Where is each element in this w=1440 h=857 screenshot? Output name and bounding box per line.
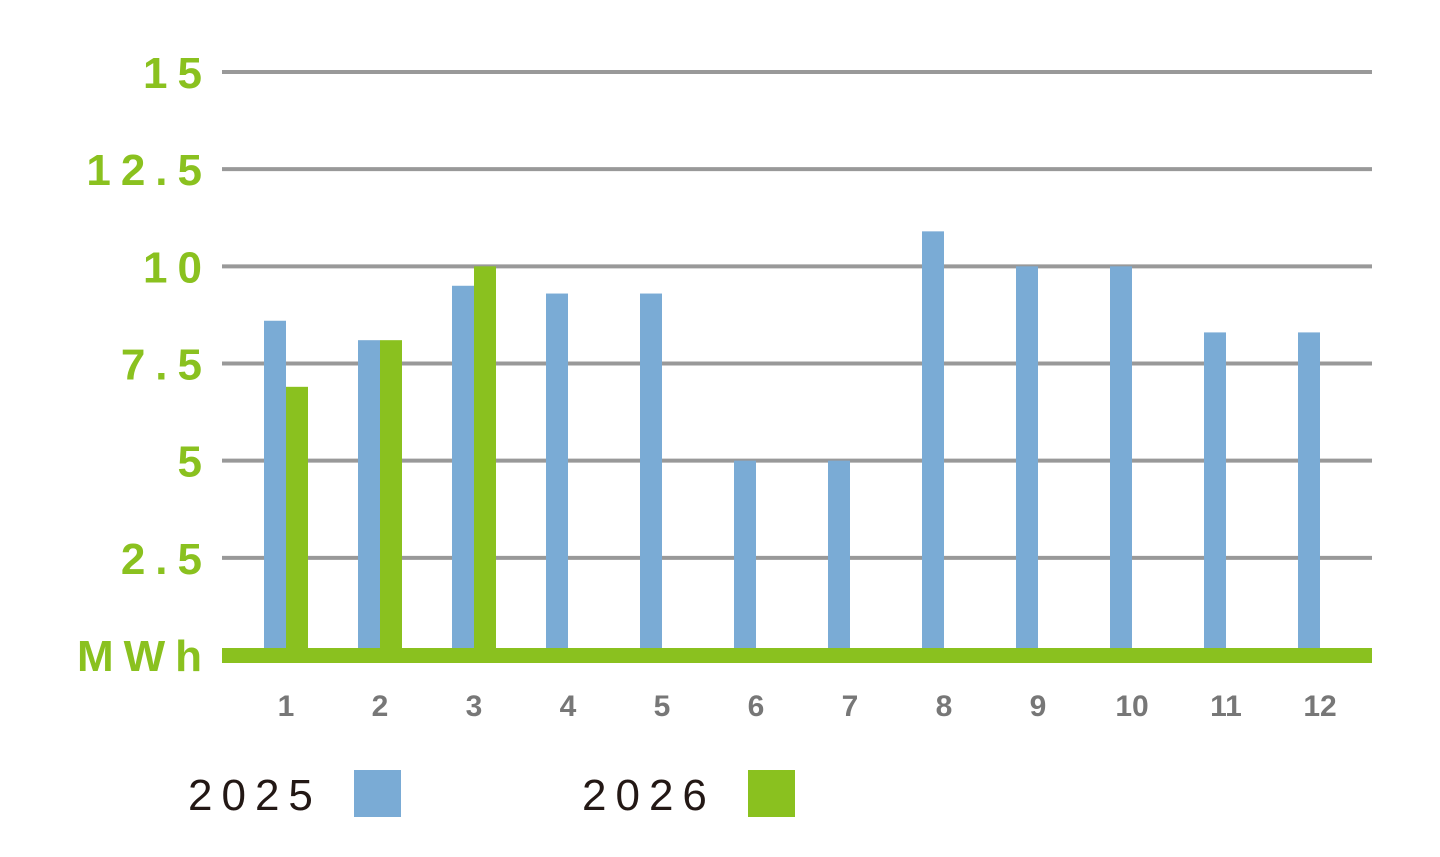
legend-label-2025: 2025 bbox=[188, 771, 322, 820]
x-tick-label: 1 bbox=[278, 690, 295, 723]
legend-swatch-2026 bbox=[748, 770, 795, 817]
y-axis-tick-labels: MWh 2.5 5 7.5 10 12.5 15 bbox=[77, 49, 212, 681]
y-tick-label: 7.5 bbox=[121, 341, 212, 390]
bar-2025 bbox=[264, 320, 286, 655]
x-axis-baseline bbox=[222, 648, 1372, 663]
bars bbox=[264, 231, 1320, 655]
y-tick-label: 2.5 bbox=[121, 535, 212, 584]
x-tick-label: 10 bbox=[1115, 690, 1148, 723]
y-tick-label: 10 bbox=[143, 243, 212, 292]
bar-2025 bbox=[546, 293, 568, 655]
bar-2025 bbox=[922, 231, 944, 655]
bar-2026 bbox=[286, 386, 308, 655]
x-tick-label: 8 bbox=[936, 690, 953, 723]
x-tick-label: 9 bbox=[1030, 690, 1047, 723]
bar-2025 bbox=[1204, 332, 1226, 655]
y-tick-label: MWh bbox=[77, 632, 212, 681]
x-tick-label: 3 bbox=[466, 690, 483, 723]
gridlines bbox=[222, 70, 1372, 560]
bar-2025 bbox=[734, 460, 756, 655]
y-tick-label: 15 bbox=[143, 49, 212, 98]
bar-2025 bbox=[452, 285, 474, 655]
legend-label-2026: 2026 bbox=[582, 771, 716, 820]
bar-2025 bbox=[828, 460, 850, 655]
x-tick-label: 11 bbox=[1210, 690, 1242, 723]
bar-2025 bbox=[640, 293, 662, 655]
x-tick-label: 7 bbox=[842, 690, 859, 723]
legend: 2025 2026 bbox=[188, 770, 795, 820]
bar-2026 bbox=[474, 266, 496, 655]
x-axis-tick-labels: 1 2 3 4 5 6 7 8 9 10 11 12 bbox=[278, 690, 1337, 723]
bar-2025 bbox=[358, 340, 380, 655]
y-tick-label: 5 bbox=[178, 438, 212, 487]
x-tick-label: 4 bbox=[560, 690, 577, 723]
x-tick-label: 2 bbox=[372, 690, 389, 723]
bar-2025 bbox=[1298, 332, 1320, 655]
legend-swatch-2025 bbox=[354, 770, 401, 817]
x-tick-label: 12 bbox=[1303, 690, 1336, 723]
bar-2025 bbox=[1016, 266, 1038, 655]
x-tick-label: 6 bbox=[748, 690, 765, 723]
bar-2026 bbox=[380, 340, 402, 655]
bar-2025 bbox=[1110, 266, 1132, 655]
y-tick-label: 12.5 bbox=[86, 146, 212, 195]
x-tick-label: 5 bbox=[654, 690, 671, 723]
